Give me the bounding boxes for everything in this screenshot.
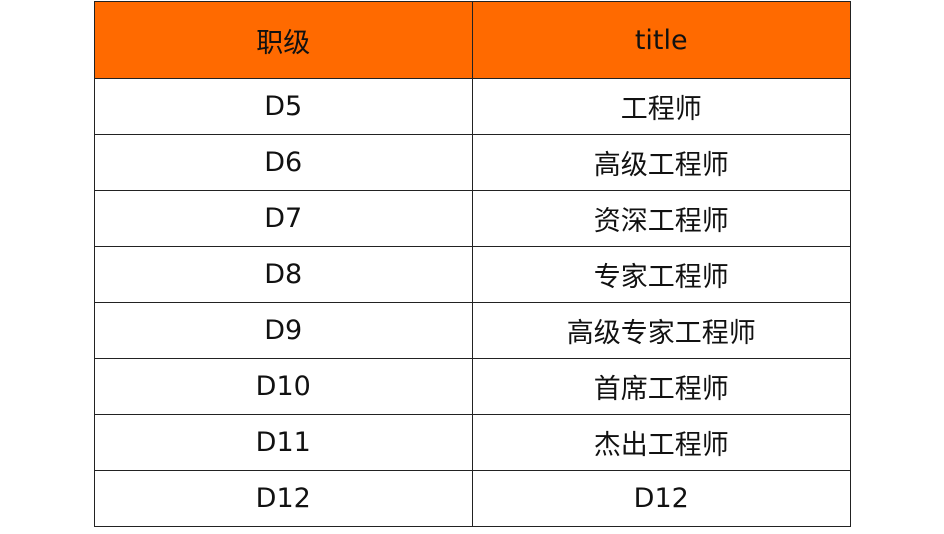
title-cell: 资深工程师	[471, 190, 851, 247]
title-cell: D12	[471, 470, 851, 527]
header-title: title	[471, 1, 851, 79]
table-row: D8 专家工程师	[94, 246, 851, 303]
table-row: D6 高级工程师	[94, 134, 851, 191]
table-row: D12 D12	[94, 470, 851, 527]
title-cell: 工程师	[471, 78, 851, 135]
title-cell: 首席工程师	[471, 358, 851, 415]
table-row: D10 首席工程师	[94, 358, 851, 415]
level-cell: D10	[94, 358, 473, 415]
level-cell: D7	[94, 190, 473, 247]
table-row: D11 杰出工程师	[94, 414, 851, 471]
level-cell: D9	[94, 302, 473, 359]
title-cell: 杰出工程师	[471, 414, 851, 471]
header-level: 职级	[94, 1, 473, 79]
table-row: D7 资深工程师	[94, 190, 851, 247]
level-cell: D8	[94, 246, 473, 303]
table-row: D9 高级专家工程师	[94, 302, 851, 359]
level-cell: D11	[94, 414, 473, 471]
title-cell: 高级专家工程师	[471, 302, 851, 359]
header-row: 职级 title	[94, 1, 851, 79]
title-cell: 高级工程师	[471, 134, 851, 191]
level-cell: D6	[94, 134, 473, 191]
level-cell: D5	[94, 78, 473, 135]
level-cell: D12	[94, 470, 473, 527]
title-cell: 专家工程师	[471, 246, 851, 303]
table-row: D5 工程师	[94, 78, 851, 135]
level-title-table: 职级 title D5 工程师 D6 高级工程师 D7 资深工程师 D8 专家工程师 D9 高级专…	[94, 1, 851, 527]
